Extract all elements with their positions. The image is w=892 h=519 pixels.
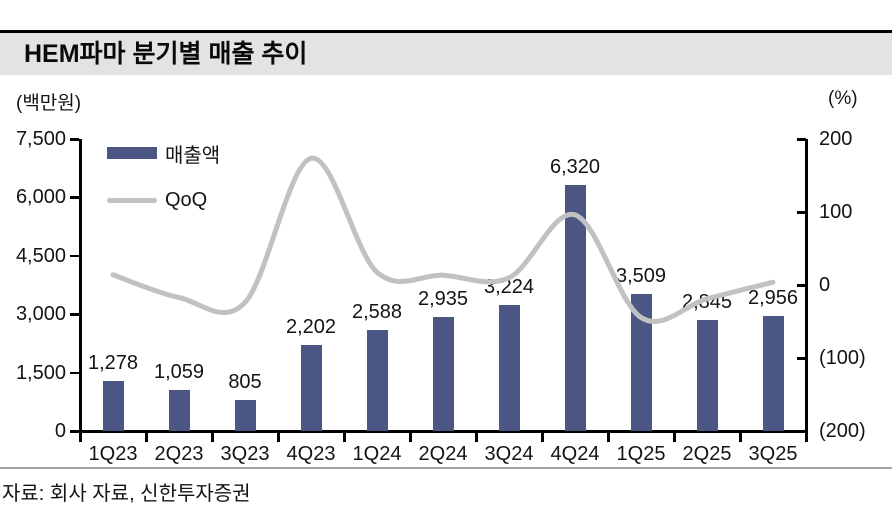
x-axis-tick [739, 433, 742, 442]
left-axis-tick-label: 6,000 [15, 186, 66, 209]
x-axis-category-label: 2Q23 [154, 443, 204, 465]
bar-value-label: 6,320 [549, 155, 601, 178]
revenue-bar-4Q24 [564, 184, 586, 431]
x-axis-tick [541, 433, 544, 442]
x-axis-tick [211, 433, 214, 442]
legend-qoq-label: QoQ [165, 188, 208, 211]
x-axis-tick [79, 433, 82, 442]
left-axis-tick-label: 0 [54, 420, 66, 442]
revenue-bar-1Q24 [366, 330, 388, 431]
left-axis-line [79, 139, 82, 434]
right-axis-unit-label: (%) [828, 88, 858, 109]
right-axis-tick [797, 284, 806, 287]
x-axis-category-label: 1Q25 [616, 443, 666, 465]
x-axis-tick [409, 433, 412, 442]
revenue-bar-1Q23 [102, 381, 124, 431]
revenue-bar-2Q25 [696, 320, 718, 431]
left-axis-tick [70, 138, 79, 141]
x-axis-tick [805, 433, 808, 442]
right-axis-tick-label: 100 [819, 201, 853, 223]
right-axis-tick [797, 138, 806, 141]
x-axis-tick [673, 433, 676, 442]
footer-separator [0, 467, 892, 469]
revenue-bar-3Q24 [498, 305, 520, 431]
bar-value-label: 3,224 [483, 276, 535, 299]
right-axis-line [805, 139, 808, 434]
x-axis-tick [145, 433, 148, 442]
left-axis-unit-label: (백만원) [16, 93, 82, 114]
bar-value-label: 1,059 [153, 360, 205, 383]
x-axis-tick [475, 433, 478, 442]
qoq-line-swatch-icon [107, 197, 157, 203]
bar-value-label: 805 [228, 370, 262, 393]
right-axis-tick-label: (200) [819, 420, 866, 442]
x-axis-category-label: 3Q25 [748, 443, 798, 465]
x-axis-tick [607, 433, 610, 442]
right-axis-tick [797, 357, 806, 360]
revenue-bar-2Q24 [432, 316, 454, 431]
x-axis-category-label: 1Q23 [88, 443, 138, 465]
right-axis-tick-label: 0 [819, 274, 831, 296]
legend-item-qoq: QoQ [107, 188, 220, 211]
bar-value-label: 3,509 [615, 265, 667, 288]
revenue-bar-2Q23 [168, 389, 190, 431]
x-axis-category-label: 2Q25 [682, 443, 732, 465]
right-axis-tick-label: 200 [819, 128, 853, 150]
left-axis-tick [70, 430, 79, 433]
x-axis-category-label: 2Q24 [418, 443, 468, 465]
revenue-bar-4Q23 [300, 345, 322, 431]
x-axis-tick [343, 433, 346, 442]
right-axis-tick [797, 211, 806, 214]
legend: 매출액 QoQ [107, 143, 220, 237]
left-axis-tick-label: 7,500 [15, 128, 66, 150]
bar-value-label: 2,956 [747, 286, 799, 309]
right-axis-tick [797, 430, 806, 433]
x-axis-category-label: 1Q24 [352, 443, 402, 465]
left-axis-tick [70, 371, 79, 375]
left-axis-tick-label: 3,000 [15, 303, 66, 326]
left-axis-tick [70, 196, 79, 199]
revenue-bar-3Q23 [234, 399, 256, 431]
revenue-bar-3Q25 [762, 315, 784, 431]
legend-item-revenue: 매출액 [107, 143, 220, 167]
x-axis-category-label: 3Q24 [484, 443, 534, 465]
x-axis-category-label: 3Q23 [220, 443, 270, 465]
source-text: 자료: 회사 자료, 신한투자증권 [2, 483, 251, 505]
x-axis-category-label: 4Q24 [550, 443, 600, 465]
chart-title-band: HEM파마 분기별 매출 추이 [0, 30, 892, 75]
bar-value-label: 1,278 [87, 352, 139, 375]
chart-title: HEM파마 분기별 매출 추이 [24, 40, 308, 68]
revenue-bar-1Q25 [630, 294, 652, 431]
left-axis-tick [70, 254, 79, 258]
left-axis-tick-label: 1,500 [15, 361, 66, 384]
legend-revenue-label: 매출액 [165, 144, 221, 167]
revenue-bar-swatch-icon [107, 147, 157, 159]
right-axis-tick-label: (100) [819, 347, 866, 369]
left-axis-tick-label: 4,500 [15, 244, 66, 267]
left-axis-tick [70, 313, 79, 316]
x-axis-category-label: 4Q23 [286, 443, 336, 465]
x-axis-line [78, 430, 808, 433]
x-axis-tick [277, 433, 280, 442]
